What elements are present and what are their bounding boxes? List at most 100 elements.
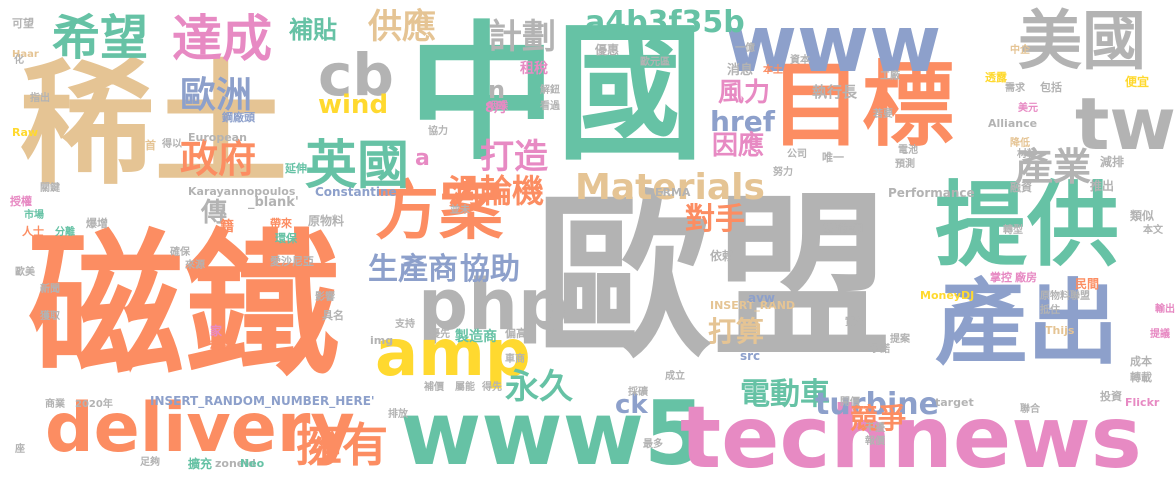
word: 中企 [1010, 45, 1030, 56]
word: zoneid [215, 457, 256, 470]
word: Haar [12, 49, 39, 60]
word: 需求 [1005, 83, 1025, 94]
word: Karayannopoulos [188, 185, 296, 198]
word: Constantine [315, 185, 397, 199]
word: 壟斷集團 [823, 224, 863, 235]
word: href [710, 105, 775, 138]
word: 電池 [898, 145, 918, 156]
word: 擴充 [188, 457, 213, 471]
word: 計劃 [488, 17, 556, 57]
word: 承諾 [870, 344, 890, 355]
word: 掌控 [990, 271, 1012, 284]
word: a4b3f35b [585, 5, 745, 40]
word: 歐盟 [535, 175, 891, 382]
word: 美國 [1018, 5, 1146, 79]
word: 首 [145, 139, 156, 152]
word: 原物料聯盟 [1040, 291, 1090, 302]
word: 得以 [162, 139, 182, 150]
word: 預測 [895, 159, 915, 170]
word: 本文 [1143, 225, 1163, 236]
word: 產業 [1015, 145, 1092, 189]
word: _blank' [248, 195, 299, 210]
word: 投資 [1100, 390, 1122, 403]
word: 人士 [22, 225, 44, 238]
word: 最多 [643, 439, 663, 450]
word: 延伸 [285, 162, 307, 175]
word: 稀土 [20, 47, 289, 203]
word: 市場 [24, 210, 44, 221]
word: 提案 [890, 334, 910, 345]
word: 工廠 [880, 71, 900, 82]
word: 補貼 [289, 16, 337, 44]
word: 商業 [45, 399, 65, 410]
word: 授權 [10, 195, 32, 208]
word: 磁鐵 [28, 215, 340, 397]
word: Materials [575, 167, 765, 208]
word: 干擾 [865, 423, 885, 434]
word: 若要 [873, 109, 893, 120]
word: 偏高 [505, 327, 527, 340]
word: 渦輪機 [448, 172, 545, 210]
word: 消息 [727, 63, 754, 78]
word: 政府 [180, 137, 257, 181]
word: 競爭 [850, 402, 907, 435]
word: 咽喉 [488, 101, 508, 112]
word: Neo [240, 457, 265, 470]
word: delivery [45, 389, 355, 468]
word: 報價 [865, 436, 885, 447]
word: 化 [14, 55, 24, 66]
word: 指出 [30, 93, 50, 104]
word: 確保 [170, 247, 190, 258]
word: 環保 [275, 232, 297, 245]
word: 電動車 [740, 377, 830, 412]
word: 家 [210, 324, 223, 338]
word: amp [375, 317, 531, 391]
word: 生產商 [368, 252, 458, 287]
word: 聯合 [1020, 404, 1040, 415]
word: 製造商 [455, 329, 497, 345]
word: 傳 [201, 198, 228, 228]
word: 影響 [315, 292, 335, 303]
word: 便宜 [1125, 75, 1150, 89]
word: Thijs [1045, 324, 1075, 337]
word: 打造 [480, 137, 548, 177]
word: php [418, 264, 569, 346]
word: Alliance [988, 117, 1038, 130]
word: 車商 [505, 354, 525, 365]
word: 包括 [1040, 81, 1062, 94]
word: INSERT_RANDOM_NUMBER_HERE' [150, 394, 375, 408]
word: 補價 [424, 382, 444, 393]
word: European [188, 131, 247, 144]
word: n [488, 76, 506, 104]
word: 歐美 [15, 267, 35, 278]
word: 開價 [840, 397, 860, 408]
word: 協助 [460, 252, 520, 287]
word: 原物料 [308, 214, 345, 228]
word: 成本 [1130, 355, 1152, 368]
word: 唯一 [822, 151, 844, 164]
word: 達成 [172, 10, 272, 68]
word: 公司 [787, 149, 807, 160]
word: 帶來 [270, 217, 292, 230]
word: 融資 [1010, 181, 1032, 194]
word: 減排 [1100, 155, 1125, 169]
word: tw [1075, 82, 1175, 166]
word: wind [318, 90, 389, 120]
word: 方案 [375, 175, 503, 249]
word: 分離 [55, 227, 75, 238]
word: Performance [888, 186, 975, 200]
word: 執行長 [812, 83, 858, 101]
word: 依賴 [710, 249, 735, 263]
word: 提供 [935, 172, 1120, 279]
word: 目標 [770, 52, 955, 159]
word: 實心 [845, 317, 865, 328]
word: 得先 [482, 382, 502, 393]
word: 轉型 [1003, 225, 1023, 236]
word: 打算 [708, 315, 765, 348]
word: www5 [400, 382, 706, 482]
word: 來源 [185, 260, 205, 271]
word: 一億 [735, 43, 755, 54]
word: 廠房 [1015, 271, 1037, 284]
word: 優先 [430, 329, 450, 340]
